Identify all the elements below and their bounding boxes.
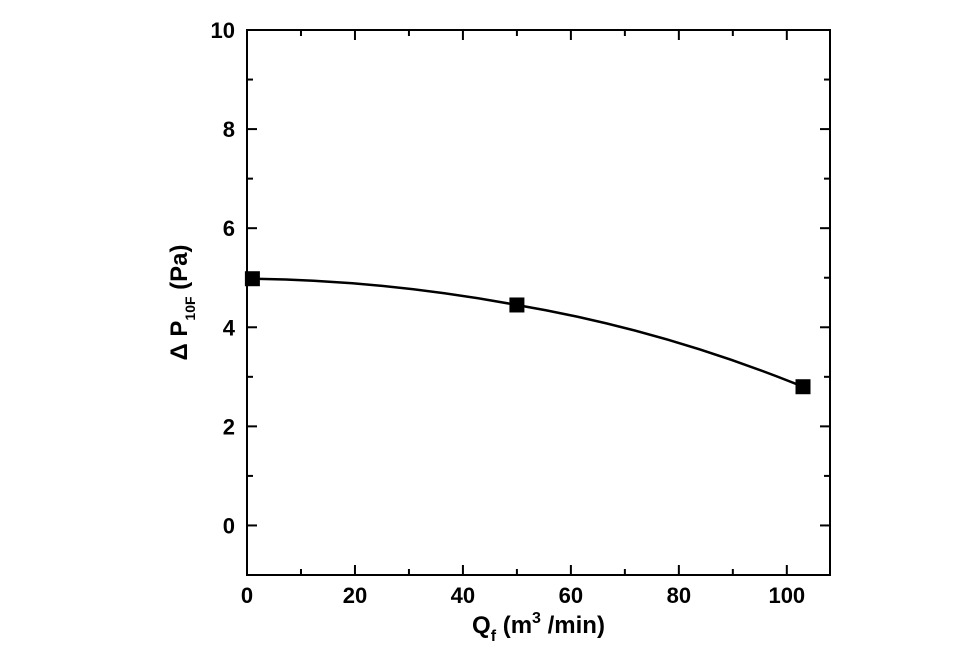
y-tick-label: 10 [211, 18, 235, 43]
series-marker [796, 380, 810, 394]
y-tick-label: 6 [223, 216, 235, 241]
x-tick-label: 100 [768, 583, 805, 608]
series-marker [245, 272, 259, 286]
y-tick-label: 0 [223, 513, 235, 538]
chart-container: 0204060801000246810Qf (m3 /min)Δ P10F (P… [0, 0, 977, 662]
chart-svg: 0204060801000246810Qf (m3 /min)Δ P10F (P… [0, 0, 977, 662]
y-tick-label: 4 [223, 315, 236, 340]
x-tick-label: 80 [667, 583, 691, 608]
series-marker [510, 298, 524, 312]
x-tick-label: 40 [451, 583, 475, 608]
y-tick-label: 2 [223, 414, 235, 439]
x-tick-label: 0 [241, 583, 253, 608]
x-tick-label: 20 [343, 583, 367, 608]
x-tick-label: 60 [559, 583, 583, 608]
y-tick-label: 8 [223, 117, 235, 142]
